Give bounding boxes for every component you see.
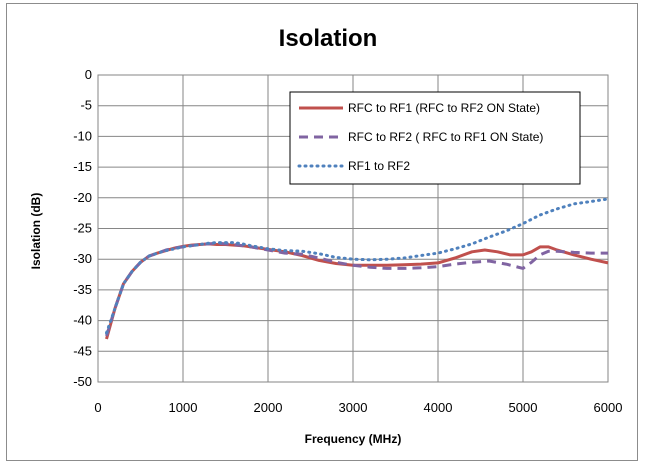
x-tick-label: 3000	[339, 400, 368, 415]
y-tick-label: -10	[73, 128, 92, 143]
series-line-3	[105, 197, 610, 335]
legend-label-3: RF1 to RF2	[348, 159, 410, 173]
y-axis-title: Isolation (dB)	[29, 193, 43, 270]
plot-area-border	[97, 74, 609, 383]
y-tick-label: -40	[73, 313, 92, 328]
y-tick-label: 0	[85, 67, 92, 82]
x-tick-label: 1000	[169, 400, 198, 415]
y-tick-label: -5	[80, 98, 92, 113]
series-line-2	[105, 241, 608, 337]
y-tick-label: -15	[73, 159, 92, 174]
chart-frame	[6, 3, 638, 461]
legend-label-1: RFC to RF1 (RFC to RF2 ON State)	[348, 101, 540, 115]
y-tick-label: -30	[73, 251, 92, 266]
y-tick-label: -35	[73, 282, 92, 297]
series-lines	[105, 197, 610, 340]
x-tick-label: 5000	[509, 400, 538, 415]
y-tick-label: -50	[73, 374, 92, 389]
x-tick-label: 6000	[594, 400, 623, 415]
x-tick-label: 2000	[254, 400, 283, 415]
chart-title: Isolation	[279, 25, 378, 52]
y-tick-label: -25	[73, 221, 92, 236]
legend-label-2: RFC to RF2 ( RFC to RF1 ON State)	[348, 130, 543, 144]
x-tick-label: 0	[94, 400, 101, 415]
tick-labels: 0-5-10-15-20-25-30-35-40-45-500 1000 2000 3…	[73, 67, 622, 415]
x-tick-label: 4000	[424, 400, 453, 415]
y-tick-label: -20	[73, 190, 92, 205]
x-axis-title: Frequency (MHz)	[305, 432, 402, 446]
legend: RFC to RF1 (RFC to RF2 ON State) RFC to R…	[289, 91, 581, 185]
y-tick-label: -45	[73, 343, 92, 358]
